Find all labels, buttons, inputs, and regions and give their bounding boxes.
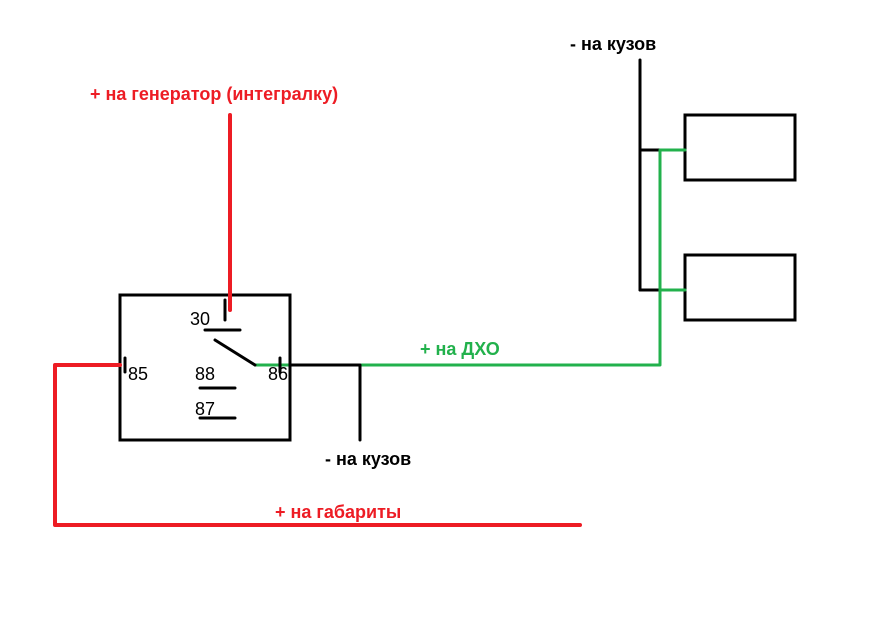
pin-label-87: 87 bbox=[195, 399, 215, 419]
pin-label-30: 30 bbox=[190, 309, 210, 329]
pin-label-86: 86 bbox=[268, 364, 288, 384]
pin-label-85: 85 bbox=[128, 364, 148, 384]
label-to-drl: + на ДХО bbox=[420, 339, 500, 359]
label-to-body-86: - на кузов bbox=[325, 449, 411, 469]
pin-label-88: 88 bbox=[195, 364, 215, 384]
label-to-body-top: - на кузов bbox=[570, 34, 656, 54]
label-to-parking: + на габариты bbox=[275, 502, 401, 522]
label-to-generator: + на генератор (интегралку) bbox=[90, 84, 338, 104]
